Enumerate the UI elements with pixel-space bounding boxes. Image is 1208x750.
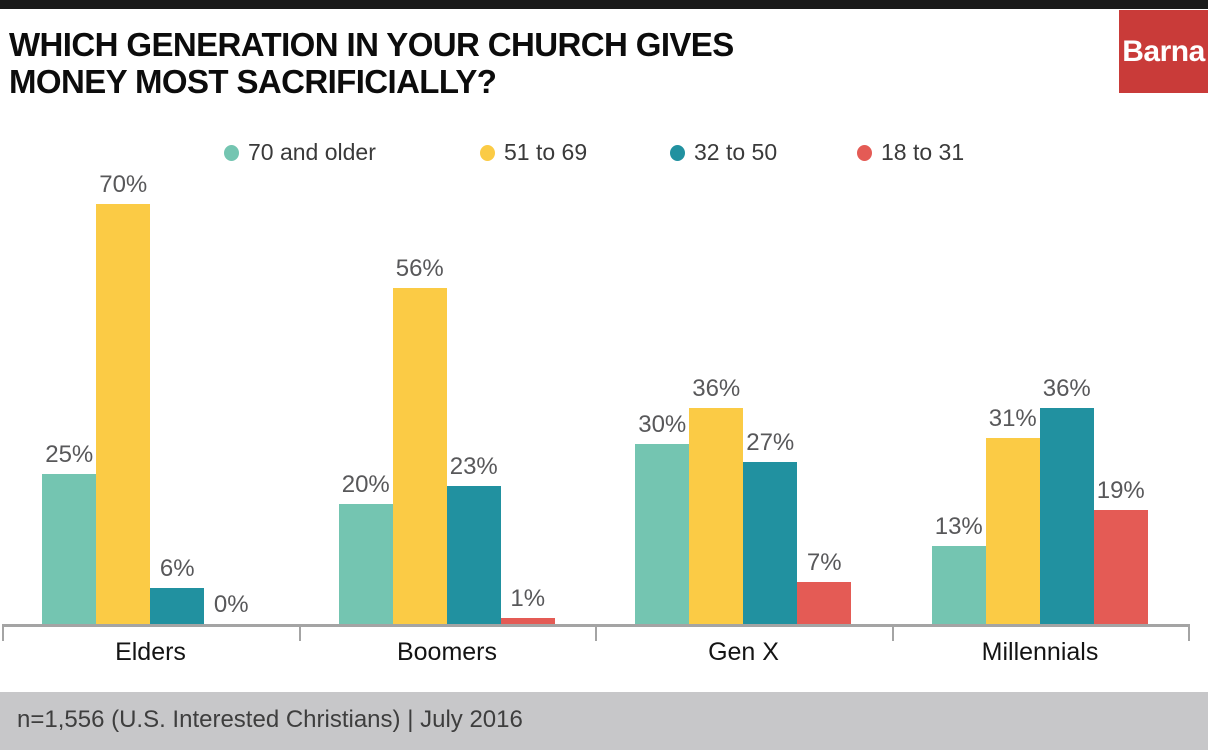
bar-value-label: 25%: [45, 441, 94, 468]
x-axis-tick: [595, 627, 597, 641]
chart-title: WHICH GENERATION IN YOUR CHURCH GIVES MO…: [9, 26, 734, 100]
bar-value-label: 6%: [159, 555, 195, 582]
legend-item: 70 and older: [224, 139, 376, 166]
category-label: Elders: [115, 638, 186, 666]
bar-value-label: 30%: [638, 411, 687, 438]
legend-item: 51 to 69: [480, 139, 587, 166]
bar-value-label: 27%: [746, 429, 795, 456]
bar-value-label: 56%: [395, 255, 444, 282]
bar-value-label: 0%: [213, 591, 249, 618]
bar-value-label: 70%: [99, 171, 148, 198]
legend-swatch-icon: [480, 144, 495, 161]
bar: [1093, 510, 1148, 624]
bar: [797, 582, 852, 624]
legend-swatch-icon: [857, 144, 872, 161]
legend-swatch-icon: [224, 144, 239, 161]
x-axis-line: [2, 624, 1190, 627]
category-label: Gen X: [708, 638, 779, 666]
bar: [931, 546, 986, 624]
bar-value-label: 36%: [692, 375, 741, 402]
bar-value-label: 20%: [341, 471, 390, 498]
chart-title-line1: WHICH GENERATION IN YOUR CHURCH GIVES: [9, 26, 734, 63]
bar: [150, 588, 205, 624]
barna-logo-text: Barna: [1122, 34, 1205, 68]
bar-value-label: 19%: [1096, 477, 1145, 504]
legend-swatch-icon: [670, 144, 685, 161]
chart-plot-area: 25% 70% 6% 0% 20% 56% 23% 1% 30% 36% 27% 7% 13% 31% 36…: [2, 150, 1191, 624]
bar: [500, 618, 555, 624]
bar: [96, 204, 151, 624]
category-label: Boomers: [396, 638, 498, 666]
x-axis-tick: [891, 627, 894, 641]
legend-item: 32 to 50: [670, 139, 777, 166]
bar-value-label: 23%: [449, 453, 498, 480]
bar: [446, 486, 501, 624]
bar: [1039, 408, 1094, 624]
legend-label: 32 to 50: [694, 139, 778, 165]
top-accent-bar: [0, 0, 1208, 9]
bar: [338, 504, 393, 624]
bar-value-label: 13%: [934, 513, 983, 540]
category-label: Millennials: [981, 638, 1099, 666]
legend-label: 18 to 31: [881, 139, 965, 165]
bar-value-label: 31%: [988, 405, 1037, 432]
x-axis-tick: [2, 627, 4, 641]
bar-value-label: 36%: [1042, 375, 1091, 402]
chart-title-line2: MONEY MOST SACRIFICIALLY?: [9, 63, 497, 100]
bar: [743, 462, 798, 624]
bar: [689, 408, 744, 624]
footer-bar: n=1,556 (U.S. Interested Christians) | J…: [0, 692, 1208, 750]
footer-source-text: n=1,556 (U.S. Interested Christians) | J…: [17, 706, 523, 733]
x-axis-tick: [298, 627, 301, 641]
x-axis-tick: [1188, 627, 1190, 641]
legend-item: 18 to 31: [857, 139, 964, 166]
barna-logo: Barna: [1119, 10, 1208, 93]
bar: [42, 474, 97, 624]
legend-label: 70 and older: [248, 139, 376, 165]
bar: [635, 444, 690, 624]
bar: [985, 438, 1040, 624]
bar-value-label: 7%: [806, 549, 842, 576]
legend-label: 51 to 69: [504, 139, 588, 165]
bar: [392, 288, 447, 624]
bar-value-label: 1%: [510, 585, 546, 612]
